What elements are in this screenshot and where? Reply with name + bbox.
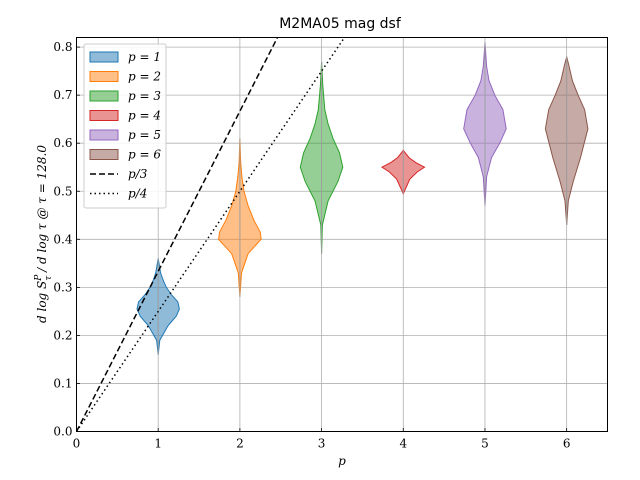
y-tick-label: 0.7 xyxy=(53,88,72,102)
y-tick-label: 0.5 xyxy=(53,184,72,198)
chart-title: M2MA05 mag dsf xyxy=(279,16,402,32)
y-tick-label: 0.6 xyxy=(53,136,72,150)
y-tick-label: 0.1 xyxy=(53,376,72,390)
y-tick-label: 0.3 xyxy=(53,280,72,294)
legend-swatch xyxy=(89,90,119,102)
ticks: 0.0 0.1 0.2 0.3 0.4 0.5 0.6 0.7 0.8 0 1 2 3 4 5 6 xyxy=(53,40,570,450)
svg-text:p: p xyxy=(338,454,346,468)
plot-frame xyxy=(76,37,608,432)
y-tick-label: 0.2 xyxy=(53,328,72,342)
legend-label: p = 2 xyxy=(128,70,161,84)
legend-swatch xyxy=(89,149,119,160)
x-tick-label: 2 xyxy=(236,437,244,451)
legend-label: p = 3 xyxy=(128,89,161,103)
legend-label: p = 5 xyxy=(128,128,161,142)
violins xyxy=(136,42,589,355)
y-tick-label: 0.0 xyxy=(53,425,72,439)
reference-line-p-over-3 xyxy=(76,37,279,432)
legend-box xyxy=(83,43,167,209)
x-tick-label: 6 xyxy=(563,437,571,451)
y-tick-label: 0.8 xyxy=(53,40,72,54)
legend-label: p = 1 xyxy=(128,50,161,64)
x-tick-label: 3 xyxy=(318,437,326,451)
x-tick-label: 5 xyxy=(481,437,489,451)
legend-label: p = 4 xyxy=(128,109,161,123)
svg-text:d log SPτ / d log τ @ τ = 128.: d log SPτ / d log τ @ τ = 128.0 xyxy=(34,145,54,323)
x-tick-label: 1 xyxy=(154,437,162,451)
legend-swatch xyxy=(89,71,119,82)
legend-swatch xyxy=(89,110,119,121)
legend: p = 1 p = 2 p = 3 p = 4 p = 5 p = 6 p/3 p/4 xyxy=(83,43,167,209)
legend-label: p/3 xyxy=(128,167,148,181)
reference-lines xyxy=(76,37,346,432)
x-axis-label: p xyxy=(338,454,346,468)
y-tick-label: 0.4 xyxy=(53,232,72,246)
legend-label: p/4 xyxy=(128,187,147,201)
y-axis-label: d log SPτ / d log τ @ τ = 128.0 xyxy=(34,145,54,323)
x-tick-label: 4 xyxy=(399,437,407,451)
legend-swatch xyxy=(89,51,119,63)
legend-swatch xyxy=(89,129,119,141)
x-tick-label: 0 xyxy=(73,437,81,451)
legend-label: p = 6 xyxy=(128,148,161,162)
